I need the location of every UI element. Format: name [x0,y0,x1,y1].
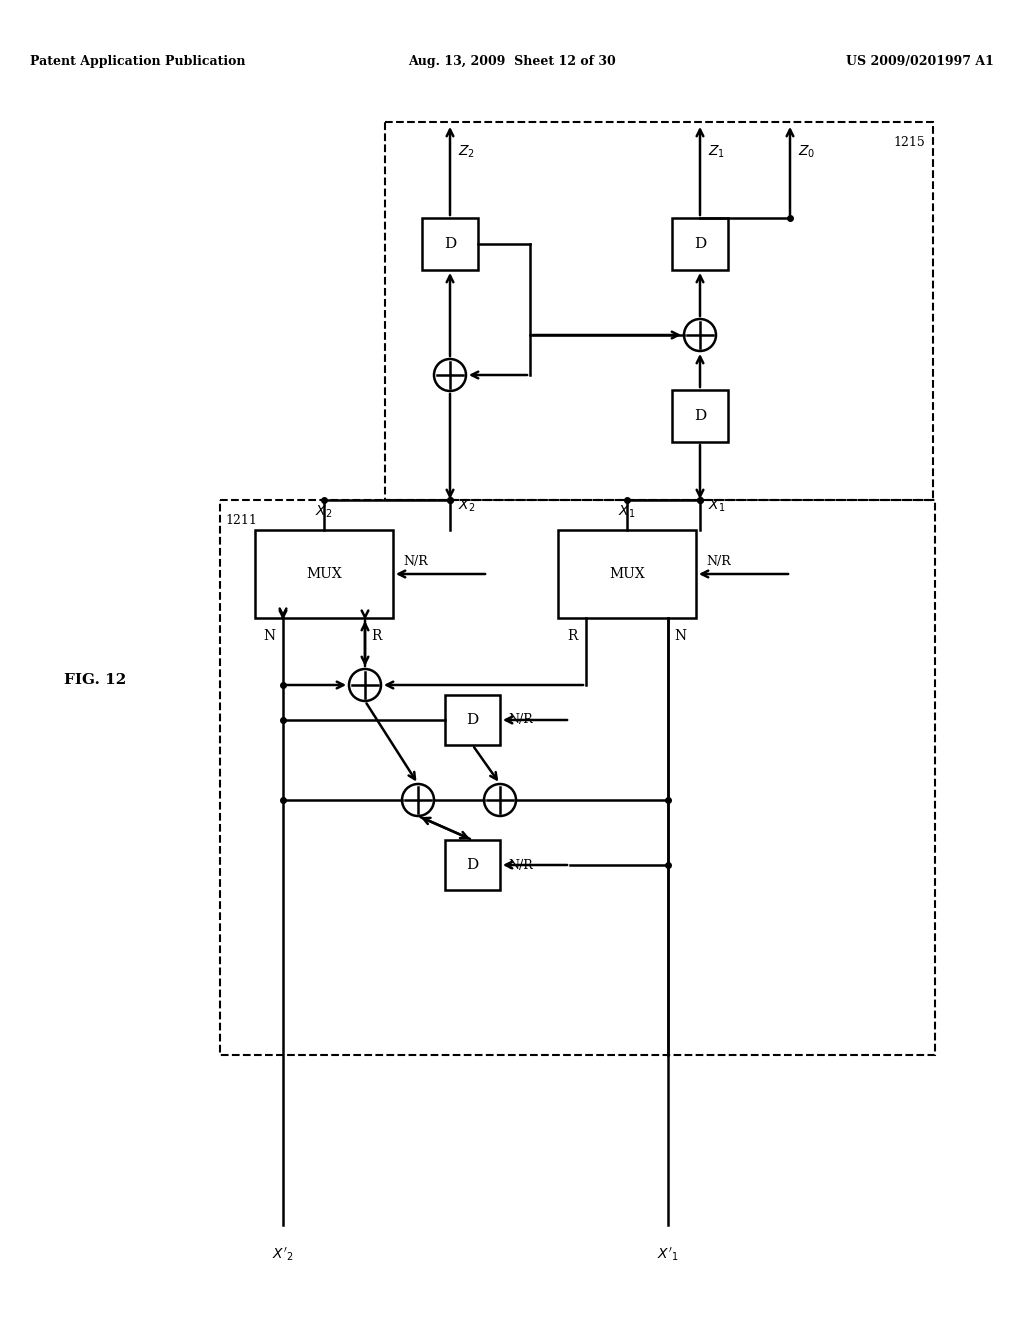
Text: $X'_1$: $X'_1$ [657,1245,679,1263]
Text: MUX: MUX [609,568,645,581]
Text: N/R: N/R [508,858,532,871]
Text: MUX: MUX [306,568,342,581]
Text: N: N [263,630,275,643]
Circle shape [434,359,466,391]
Bar [255,531,393,618]
Text: 1215: 1215 [893,136,925,149]
Text: N/R: N/R [508,714,532,726]
Text: $Z_1$: $Z_1$ [708,144,725,160]
Bar [672,218,728,271]
Bar [672,389,728,442]
Text: $X_1$: $X_1$ [708,498,725,515]
Bar [220,500,935,1055]
Bar [445,696,500,744]
Circle shape [402,784,434,816]
Bar [422,218,478,271]
Text: $X_2$: $X_2$ [315,504,333,520]
Text: Aug. 13, 2009  Sheet 12 of 30: Aug. 13, 2009 Sheet 12 of 30 [409,55,615,69]
Text: N: N [674,630,686,643]
Text: D: D [694,409,707,422]
Bar [558,531,696,618]
Text: R: R [371,630,381,643]
Bar [445,840,500,890]
Circle shape [484,784,516,816]
Text: 1211: 1211 [225,513,257,527]
Text: N/R: N/R [403,556,428,569]
Text: $Z_0$: $Z_0$ [798,144,815,160]
Text: FIG. 12: FIG. 12 [63,673,126,686]
Text: $X'_2$: $X'_2$ [272,1245,294,1263]
Bar [385,121,933,500]
Text: N/R: N/R [706,556,731,569]
Text: D: D [466,713,478,727]
Text: $X_1$: $X_1$ [618,504,636,520]
Text: D: D [694,238,707,251]
Text: R: R [567,630,578,643]
Text: US 2009/0201997 A1: US 2009/0201997 A1 [846,55,994,69]
Circle shape [349,669,381,701]
Text: $Z_2$: $Z_2$ [458,144,475,160]
Text: D: D [466,858,478,873]
Text: D: D [443,238,456,251]
Text: $X_2$: $X_2$ [458,498,475,515]
Text: Patent Application Publication: Patent Application Publication [30,55,246,69]
Circle shape [684,319,716,351]
